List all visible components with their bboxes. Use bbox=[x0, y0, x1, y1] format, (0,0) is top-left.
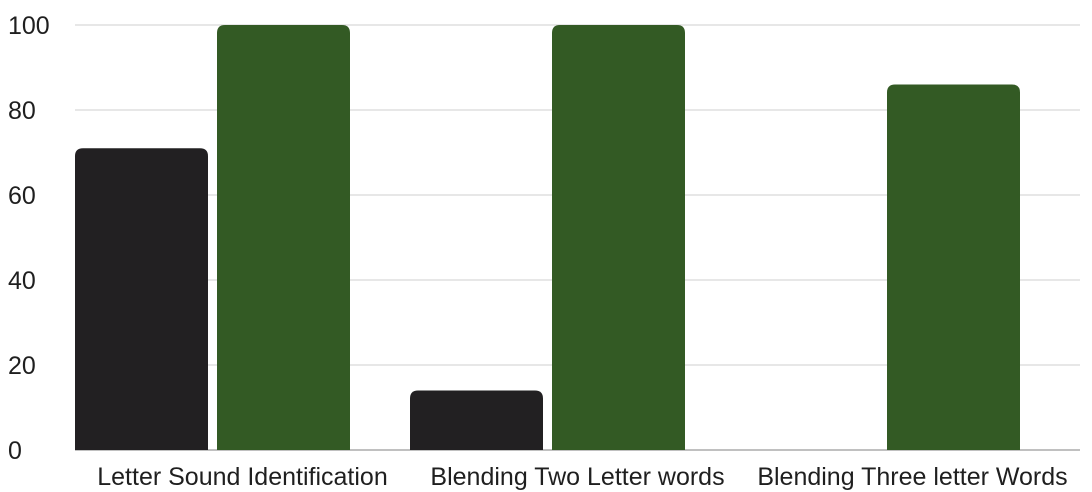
y-tick-label: 40 bbox=[8, 267, 36, 295]
y-tick-label: 100 bbox=[8, 12, 50, 40]
x-axis-category-labels: Letter Sound Identification Blending Two … bbox=[97, 463, 1067, 491]
y-tick-label: 80 bbox=[8, 97, 36, 125]
y-tick-label: 60 bbox=[8, 182, 36, 210]
bar-series-1-2 bbox=[410, 390, 543, 450]
x-category-label: Letter Sound Identification bbox=[97, 463, 387, 491]
bar-series-2-3 bbox=[887, 84, 1020, 450]
bar-series-1-1 bbox=[75, 148, 208, 450]
y-axis-tick-labels: 0 20 40 60 80 100 bbox=[8, 12, 50, 465]
x-category-label: Blending Three letter Words bbox=[757, 463, 1067, 491]
bars-layer bbox=[75, 25, 1020, 450]
y-tick-label: 20 bbox=[8, 352, 36, 380]
bar-series-2-2 bbox=[552, 25, 685, 450]
bar-series-2-1 bbox=[217, 25, 350, 450]
x-category-label: Blending Two Letter words bbox=[430, 463, 724, 491]
y-tick-label: 0 bbox=[8, 437, 22, 465]
